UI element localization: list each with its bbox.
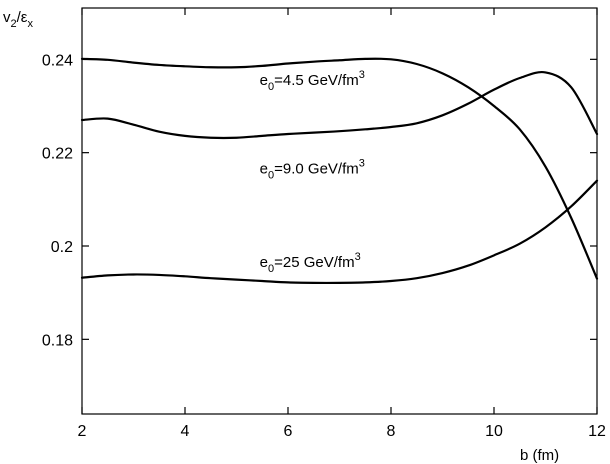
y-tick-label: 0.24: [42, 52, 73, 69]
x-tick-label: 4: [181, 423, 190, 440]
series-label-2: e0=25 GeV/fm3: [260, 251, 361, 275]
x-tick-label: 12: [588, 423, 606, 440]
x-axis-label: b (fm): [520, 447, 559, 464]
y-axis-label: v2/εx: [3, 9, 33, 30]
y-tick-label: 0.22: [42, 146, 73, 163]
x-tick-label: 10: [485, 423, 503, 440]
series-label-0: e0=4.5 GeV/fm3: [260, 69, 365, 93]
x-tick-label: 8: [387, 423, 396, 440]
series-line-2: [80, 179, 599, 285]
x-tick-label: 2: [78, 423, 87, 440]
series-line-1: [80, 70, 599, 140]
y-axis-ticks: 0.18 0.2 0.22 0.24: [42, 52, 597, 349]
series-labels: e0=4.5 GeV/fm3 e0=9.0 GeV/fm3 e0=25 GeV/fm…: [260, 69, 365, 275]
plot-frame: [81, 7, 598, 415]
y-tick-label: 0.2: [51, 239, 73, 256]
y-tick-label: 0.18: [42, 332, 73, 349]
series-label-1: e0=9.0 GeV/fm3: [260, 158, 365, 182]
x-tick-label: 6: [284, 423, 293, 440]
series-line-0: [80, 57, 599, 280]
x-axis-ticks: 2 4 6 8 10 12: [78, 8, 606, 440]
series-lines: [80, 57, 599, 285]
